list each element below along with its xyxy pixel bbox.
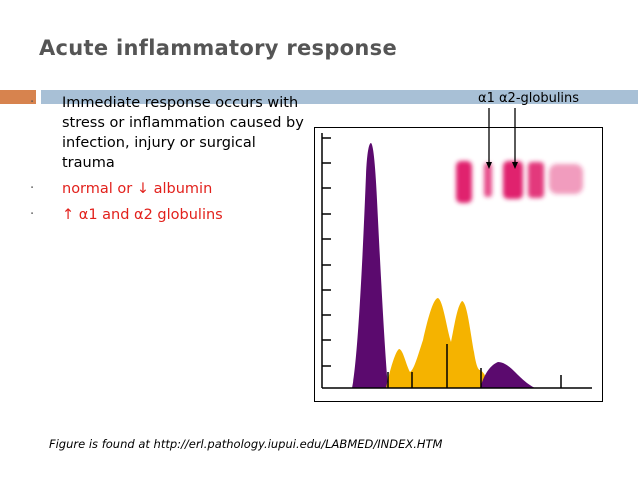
bullet-text: Immediate response occurs with stress or… <box>62 95 304 171</box>
bullet-marker: · <box>30 95 35 110</box>
bullet-item-1: · Immediate response occurs with stress … <box>30 93 310 173</box>
albumin-peak <box>352 143 388 388</box>
slide-title: Acute inflammatory response <box>39 36 398 60</box>
gel-band-gamma <box>549 164 583 194</box>
gel-band-alpha2 <box>503 161 523 199</box>
baseline <box>322 344 592 389</box>
gel-band-albumin <box>456 161 472 203</box>
figure-caption: Figure is found at http://erl.pathology.… <box>49 437 443 451</box>
bullet-text: ↑ α1 and α2 globulins <box>62 207 223 223</box>
gel-bands <box>456 161 583 203</box>
accent-bar-orange <box>0 90 36 104</box>
gel-band-beta <box>528 162 544 198</box>
globulin-label: α1 α2-globulins <box>478 91 580 106</box>
globulin-pointers <box>486 108 518 169</box>
bullet-list: · Immediate response occurs with stress … <box>30 93 310 231</box>
gel-band-alpha1 <box>484 163 492 197</box>
globulin-peaks <box>386 298 489 388</box>
bullet-marker: · <box>30 207 35 222</box>
bullet-item-3: · ↑ α1 and α2 globulins <box>30 205 310 225</box>
accent-bar-blue <box>41 90 638 104</box>
y-axis <box>321 133 331 388</box>
bullet-marker: · <box>30 181 35 196</box>
bullet-text: normal or ↓ albumin <box>62 181 213 197</box>
bullet-item-2: · normal or ↓ albumin <box>30 179 310 199</box>
gamma-peak <box>480 362 535 388</box>
